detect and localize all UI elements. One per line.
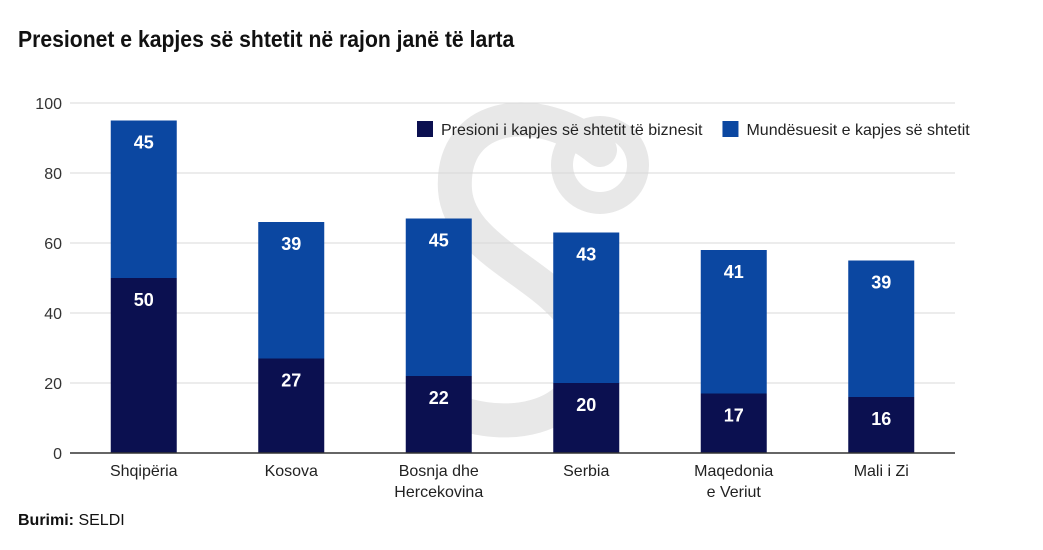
x-tick-label: Mali i Zi (854, 463, 909, 480)
data-label: 50 (134, 290, 154, 310)
bar-segment (848, 260, 915, 397)
legend-label: Presioni i kapjes së shtetit të biznesit (441, 122, 703, 139)
source-note: Burimi: SELDI (18, 512, 125, 530)
x-tick-label: Maqedonia (694, 463, 773, 480)
bar-segment (700, 393, 767, 453)
data-label: 41 (724, 262, 744, 282)
data-label: 22 (429, 388, 449, 408)
y-tick-label: 0 (53, 446, 62, 463)
x-tick-label: Kosova (265, 463, 318, 480)
data-label: 39 (871, 273, 891, 293)
y-tick-label: 20 (44, 376, 62, 393)
data-label: 17 (724, 406, 744, 426)
bar-segment (258, 358, 325, 453)
data-label: 16 (871, 409, 891, 429)
source-label: Burimi: (18, 512, 74, 529)
x-tick-label: Serbia (563, 463, 609, 480)
bar-segment (553, 383, 620, 453)
watermark-logo-dot (551, 116, 649, 214)
chart-title: Presionet e kapjes së shtetit në rajon j… (18, 26, 515, 52)
data-label: 39 (281, 234, 301, 254)
data-label: 45 (134, 133, 154, 153)
bar-segment (110, 120, 177, 278)
bar-segment (553, 232, 620, 383)
x-tick-label: e Veriut (707, 484, 762, 501)
legend-swatch (722, 121, 739, 137)
bar-segment (700, 250, 767, 394)
data-label: 27 (281, 371, 301, 391)
data-label: 20 (576, 395, 596, 415)
legend-swatch (417, 121, 433, 137)
bar-segment (848, 397, 915, 453)
y-tick-label: 80 (44, 166, 62, 183)
x-tick-label: Shqipëria (110, 463, 178, 480)
bar-segment (110, 278, 177, 453)
data-label: 45 (429, 231, 449, 251)
x-tick-label: Bosnja dhe (399, 463, 479, 480)
watermark-logo (413, 102, 617, 438)
bar-segment (258, 222, 325, 359)
y-tick-label: 100 (35, 96, 62, 113)
data-label: 43 (576, 245, 596, 265)
y-tick-label: 60 (44, 236, 62, 253)
bar-segment (405, 218, 472, 376)
y-tick-label: 40 (44, 306, 62, 323)
legend-label: Mundësuesit e kapjes së shtetit (746, 122, 970, 139)
x-tick-label: Hercekovina (394, 484, 483, 501)
bar-segment (405, 376, 472, 453)
source-value: SELDI (78, 512, 125, 529)
